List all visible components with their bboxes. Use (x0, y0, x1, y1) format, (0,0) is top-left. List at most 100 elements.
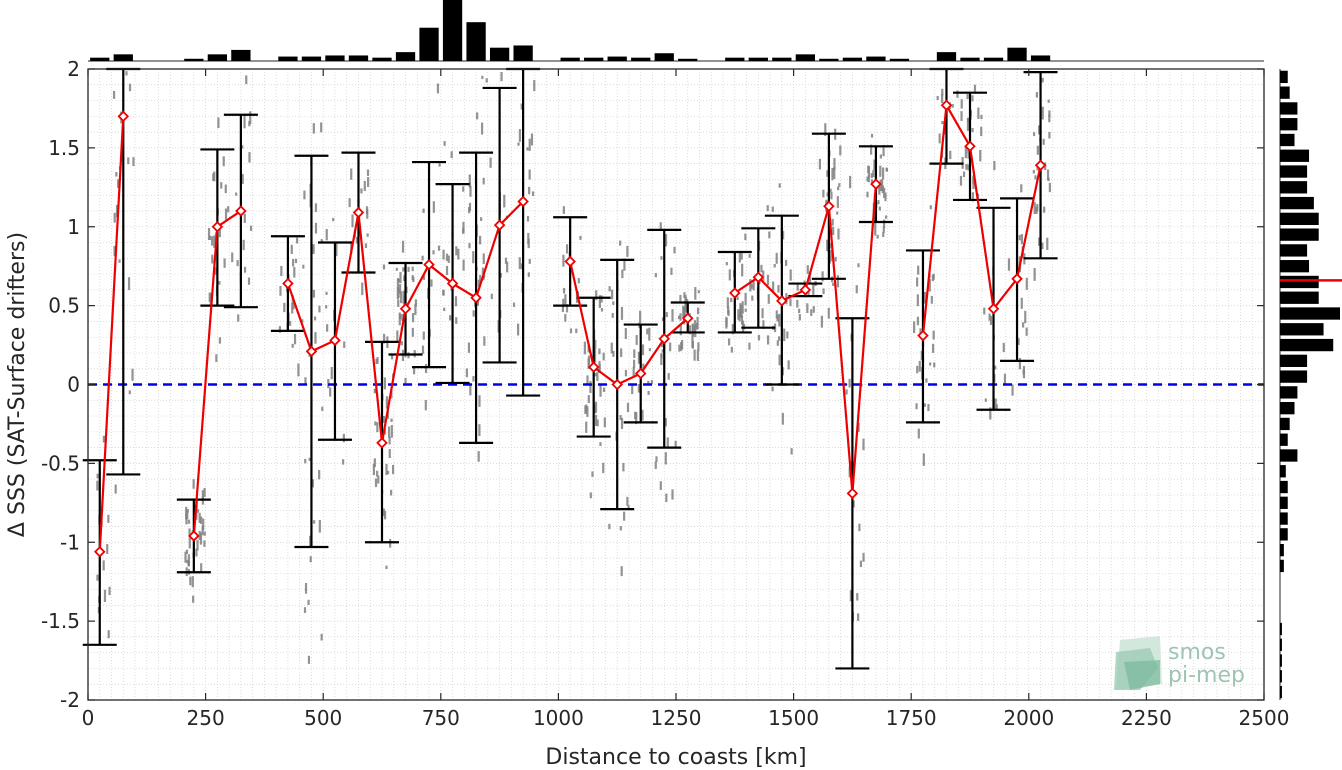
scatter-point (283, 302, 286, 313)
right-histogram-bar (1280, 370, 1308, 383)
scatter-point (866, 176, 869, 182)
scatter-point (295, 237, 299, 244)
scatter-point (808, 272, 812, 283)
scatter-point (303, 190, 306, 200)
scatter-point (518, 257, 521, 270)
scatter-point (730, 297, 733, 303)
scatter-point (1048, 182, 1051, 193)
scatter-point (247, 277, 251, 285)
scatter-point (602, 462, 605, 474)
scatter-point (407, 266, 410, 272)
scatter-point (249, 111, 252, 125)
right-histogram-bar (1280, 149, 1310, 162)
scatter-point (827, 307, 830, 319)
scatter-point (199, 532, 203, 545)
scatter-point (530, 133, 534, 146)
scatter-point (922, 453, 925, 466)
scatter-point (859, 560, 863, 568)
scatter-point (867, 175, 870, 183)
scatter-point (820, 315, 824, 328)
logo-line1: smos (1168, 640, 1226, 665)
smos-pi-mep-logo: smos pi-mep (1114, 636, 1245, 690)
scatter-point (127, 157, 130, 165)
scatter-point (988, 313, 991, 321)
scatter-point (211, 254, 214, 264)
scatter-point (342, 433, 345, 443)
scatter-point (777, 284, 780, 293)
scatter-point (307, 655, 311, 664)
scatter-point (684, 297, 687, 304)
scatter-point (599, 384, 602, 397)
right-histogram-bar (1280, 102, 1298, 115)
scatter-point (404, 377, 407, 384)
scatter-point (454, 296, 458, 307)
top-histogram-bar (372, 57, 392, 61)
mean-marker (235, 205, 247, 217)
scatter-point (971, 95, 974, 102)
scatter-point (293, 266, 296, 278)
right-histogram-bar (1280, 118, 1298, 131)
error-bars (82, 67, 1058, 670)
right-histogram-bar (1280, 244, 1308, 257)
scatter-point (671, 309, 674, 322)
scatter-point (691, 335, 694, 348)
scatter-point (102, 435, 105, 443)
scatter-point (824, 123, 827, 137)
scatter-point (739, 303, 742, 313)
scatter-point (913, 321, 916, 334)
scatter-point (1036, 145, 1039, 155)
top-histogram-bar (678, 58, 698, 61)
scatter-point (766, 205, 769, 212)
scatter-point (951, 104, 954, 108)
scatter-point (383, 377, 386, 390)
mean-marker (964, 140, 976, 153)
scatter-point (414, 299, 417, 307)
scatter-point (677, 315, 681, 320)
scatter-point (192, 595, 195, 603)
scatter-point (915, 403, 918, 410)
scatter-point (837, 228, 840, 240)
scatter-point (870, 173, 873, 179)
scatter-point (430, 279, 433, 287)
scatter-point (966, 117, 970, 131)
right-histogram-bar (1280, 323, 1324, 336)
right-histogram-bar (1280, 417, 1290, 431)
scatter-point (626, 402, 630, 413)
scatter-point (830, 191, 833, 200)
scatter-point (818, 158, 822, 170)
scatter-point (528, 258, 531, 264)
scatter-point (829, 249, 832, 262)
scatter-point (468, 174, 471, 188)
mean-marker (587, 361, 600, 373)
scatter-point (422, 208, 425, 213)
scatter-point (620, 566, 623, 577)
scatter-point (833, 158, 836, 170)
scatter-point (107, 514, 110, 523)
scatter-point (364, 243, 368, 249)
scatter-point (993, 160, 996, 171)
scatter-point (320, 239, 323, 243)
scatter-point (248, 152, 251, 163)
scatter-point (114, 484, 117, 494)
scatter-point (916, 277, 919, 287)
scatter-point (602, 352, 605, 361)
scatter-point (478, 424, 481, 437)
scatter-point (312, 244, 315, 254)
scatter-point (583, 341, 586, 355)
scatter-point (822, 189, 825, 198)
scatter-point (480, 122, 484, 135)
mean-marker (188, 530, 200, 542)
scatter-cloud (96, 71, 1051, 664)
scatter-point (633, 349, 636, 358)
scatter-point (665, 493, 668, 503)
scatter-point (941, 93, 944, 104)
scatter-point (468, 243, 471, 249)
scatter-point (561, 304, 565, 313)
scatter-point (411, 312, 415, 323)
scatter-point (918, 360, 921, 372)
scatter-point (201, 525, 204, 536)
scatter-point (659, 481, 662, 490)
scatter-point (632, 366, 635, 377)
scatter-point (1002, 342, 1005, 353)
scatter-point (725, 262, 728, 266)
